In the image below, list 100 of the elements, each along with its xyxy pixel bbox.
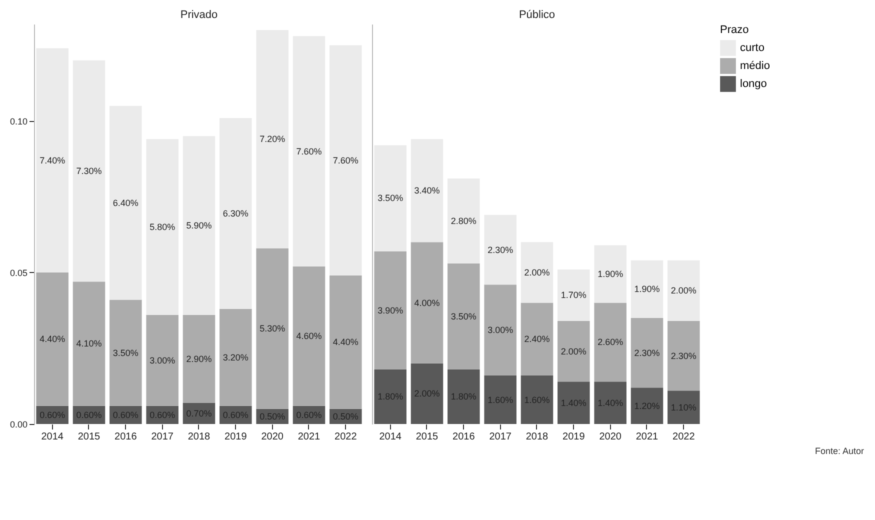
bar xyxy=(292,36,326,266)
bar xyxy=(448,369,480,424)
x-tick-label: 2021 xyxy=(298,432,321,442)
data-label: 5.80% xyxy=(150,222,176,232)
data-label: 2.30% xyxy=(670,350,696,361)
bar xyxy=(36,272,68,406)
x-tick-label: 2018 xyxy=(526,432,549,442)
data-label: 1.90% xyxy=(634,284,660,294)
bar xyxy=(410,363,444,424)
bar xyxy=(448,178,480,264)
data-label: 2.40% xyxy=(524,334,550,344)
bar xyxy=(484,376,516,424)
y-tick-label: 0.00 xyxy=(10,420,28,430)
data-label: 1.90% xyxy=(598,269,624,279)
bar xyxy=(330,45,362,276)
bar xyxy=(256,248,288,409)
data-label: 3.20% xyxy=(222,352,248,362)
data-label: 4.00% xyxy=(414,298,440,308)
bar xyxy=(220,118,252,309)
chart-title: Privado xyxy=(180,9,218,21)
bar xyxy=(520,302,554,376)
x-tick-label: 2016 xyxy=(114,432,138,442)
data-label: 0.50% xyxy=(332,411,358,422)
data-label: 2.60% xyxy=(598,337,624,348)
x-tick-label: 2015 xyxy=(416,432,439,442)
data-label: 0.60% xyxy=(76,410,102,420)
bar xyxy=(558,382,590,424)
source-note: Fonte: Autor xyxy=(814,446,864,456)
data-label: 1.60% xyxy=(524,394,550,405)
data-label: 1.80% xyxy=(378,392,404,402)
data-label: 3.00% xyxy=(150,355,176,366)
bar xyxy=(72,60,106,282)
bar xyxy=(110,106,142,300)
bar xyxy=(374,251,406,370)
data-label: 7.40% xyxy=(40,155,66,166)
data-label: 4.40% xyxy=(332,337,358,348)
data-label: 4.60% xyxy=(296,331,322,342)
bar xyxy=(484,284,516,376)
data-label: 0.60% xyxy=(150,410,176,420)
data-label: 7.60% xyxy=(296,146,322,156)
data-label: 7.60% xyxy=(332,155,358,166)
data-label: 2.00% xyxy=(670,286,696,296)
data-label: 4.40% xyxy=(40,334,66,344)
x-tick-label: 2015 xyxy=(78,432,101,442)
data-label: 2.90% xyxy=(186,354,212,364)
data-label: 2.00% xyxy=(414,388,440,399)
data-label: 1.70% xyxy=(560,290,586,300)
bar xyxy=(630,388,664,424)
bar xyxy=(520,376,554,424)
x-tick-label: 2022 xyxy=(334,432,358,442)
data-label: 2.80% xyxy=(450,216,476,226)
x-tick-label: 2022 xyxy=(672,432,696,442)
data-label: 6.40% xyxy=(112,198,138,208)
data-label: 4.10% xyxy=(76,338,102,349)
bar xyxy=(36,48,68,272)
bar xyxy=(256,30,288,248)
legend-label: médio xyxy=(740,60,770,72)
data-label: 3.50% xyxy=(378,193,404,204)
data-label: 3.50% xyxy=(112,348,138,358)
bar xyxy=(558,320,590,382)
x-tick-label: 2016 xyxy=(452,432,476,442)
data-label: 2.30% xyxy=(488,244,514,255)
data-label: 7.20% xyxy=(260,134,286,144)
data-label: 5.90% xyxy=(186,220,212,231)
x-tick-label: 2021 xyxy=(636,432,659,442)
bar xyxy=(668,260,700,321)
bar xyxy=(484,214,516,285)
bar xyxy=(410,242,444,364)
bar xyxy=(630,260,664,318)
bar xyxy=(292,266,326,406)
bar xyxy=(520,242,554,303)
bar xyxy=(374,369,406,424)
bar xyxy=(558,269,590,321)
data-label: 2.00% xyxy=(560,346,586,356)
x-tick-label: 2019 xyxy=(224,432,248,442)
x-tick-label: 2017 xyxy=(489,432,512,442)
bar xyxy=(146,314,178,406)
x-tick-label: 2014 xyxy=(379,432,402,442)
y-tick-label: 0.10 xyxy=(10,116,28,126)
legend-label: longo xyxy=(740,78,767,90)
data-label: 1.40% xyxy=(598,398,624,408)
bar xyxy=(668,390,700,424)
data-label: 5.30% xyxy=(260,324,286,334)
data-label: 1.20% xyxy=(634,400,660,411)
data-label: 3.50% xyxy=(450,311,476,322)
x-tick-label: 2018 xyxy=(188,432,211,442)
bar xyxy=(594,382,626,424)
x-tick-label: 2014 xyxy=(41,432,64,442)
data-label: 0.60% xyxy=(40,410,66,420)
data-label: 6.30% xyxy=(222,208,248,218)
bar xyxy=(330,276,362,409)
bar xyxy=(220,308,252,406)
chart-title: Público xyxy=(518,9,556,21)
bar xyxy=(594,245,626,303)
bar xyxy=(72,282,106,406)
bar xyxy=(146,139,178,315)
legend-title: Prazo xyxy=(720,24,749,36)
data-label: 2.00% xyxy=(524,267,550,278)
bar xyxy=(182,136,216,315)
data-label: 3.40% xyxy=(414,186,440,196)
